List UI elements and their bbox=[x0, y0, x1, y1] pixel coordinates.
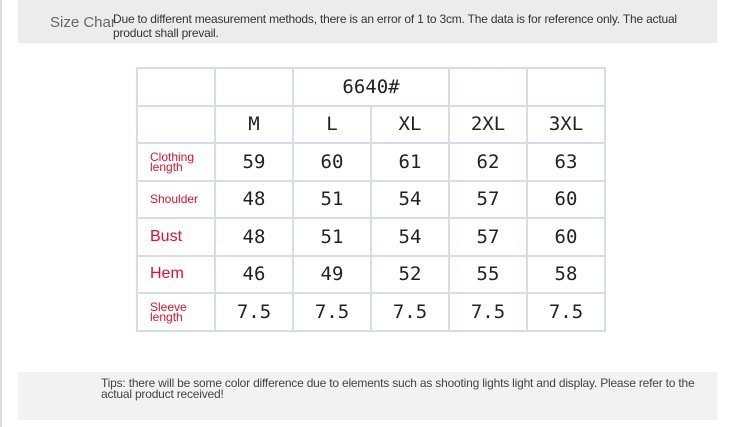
table-cell: 57 bbox=[448, 217, 528, 257]
empty-cell bbox=[136, 67, 216, 107]
size-row: M L XL 2XL 3XL bbox=[136, 104, 606, 144]
table-cell: 7.5 bbox=[214, 292, 294, 332]
table-row: Sleeve length 7.5 7.5 7.5 7.5 7.5 bbox=[136, 292, 606, 332]
table-cell: 51 bbox=[292, 217, 372, 257]
table-cell: 48 bbox=[214, 217, 294, 257]
table-cell: 61 bbox=[370, 142, 450, 182]
table-cell: 7.5 bbox=[448, 292, 528, 332]
table-cell: 52 bbox=[370, 254, 450, 294]
table-cell: 54 bbox=[370, 179, 450, 219]
table-cell: 7.5 bbox=[370, 292, 450, 332]
row-label: Hem bbox=[136, 254, 216, 294]
empty-cell bbox=[526, 67, 606, 107]
size-chart-title: Size Chart bbox=[50, 14, 114, 31]
table-cell: 7.5 bbox=[526, 292, 606, 332]
row-label: Bust bbox=[136, 217, 216, 257]
empty-cell bbox=[136, 104, 216, 144]
table-row: Bust 48 51 54 57 60 bbox=[136, 217, 606, 257]
table-cell: 46 bbox=[214, 254, 294, 294]
size-header: 2XL bbox=[448, 104, 528, 144]
size-header: 3XL bbox=[526, 104, 606, 144]
table-cell: 58 bbox=[526, 254, 606, 294]
table-cell: 51 bbox=[292, 179, 372, 219]
row-label: Sleeve length bbox=[136, 292, 216, 332]
table-cell: 60 bbox=[526, 217, 606, 257]
model-number: 6640# bbox=[292, 67, 450, 107]
table-cell: 63 bbox=[526, 142, 606, 182]
size-header: L bbox=[292, 104, 372, 144]
table-header-row: 6640# bbox=[136, 67, 606, 107]
empty-cell bbox=[214, 67, 294, 107]
table-cell: 49 bbox=[292, 254, 372, 294]
table-row: Hem 46 49 52 55 58 bbox=[136, 254, 606, 294]
table-cell: 48 bbox=[214, 179, 294, 219]
tips-text: Tips: there will be some color differenc… bbox=[101, 376, 695, 401]
row-label: Clothing length bbox=[136, 142, 216, 182]
left-border bbox=[0, 0, 2, 427]
table-row: Shoulder 48 51 54 57 60 bbox=[136, 179, 606, 219]
size-header: M bbox=[214, 104, 294, 144]
table-cell: 62 bbox=[448, 142, 528, 182]
empty-cell bbox=[448, 67, 528, 107]
table-cell: 60 bbox=[292, 142, 372, 182]
table-row: Clothing length 59 60 61 62 63 bbox=[136, 142, 606, 182]
row-label: Shoulder bbox=[136, 179, 216, 219]
measurement-note: Due to different measurement methods, th… bbox=[113, 12, 677, 40]
table-cell: 60 bbox=[526, 179, 606, 219]
footer-banner: Tips: there will be some color differenc… bbox=[18, 372, 717, 420]
header-banner: Size Chart Due to different measurement … bbox=[18, 0, 717, 43]
size-header: XL bbox=[370, 104, 450, 144]
table-cell: 54 bbox=[370, 217, 450, 257]
table-cell: 7.5 bbox=[292, 292, 372, 332]
table-cell: 59 bbox=[214, 142, 294, 182]
size-table: 6640# M L XL 2XL 3XL Clothing length 59 60… bbox=[136, 67, 606, 332]
table-cell: 55 bbox=[448, 254, 528, 294]
table-cell: 57 bbox=[448, 179, 528, 219]
